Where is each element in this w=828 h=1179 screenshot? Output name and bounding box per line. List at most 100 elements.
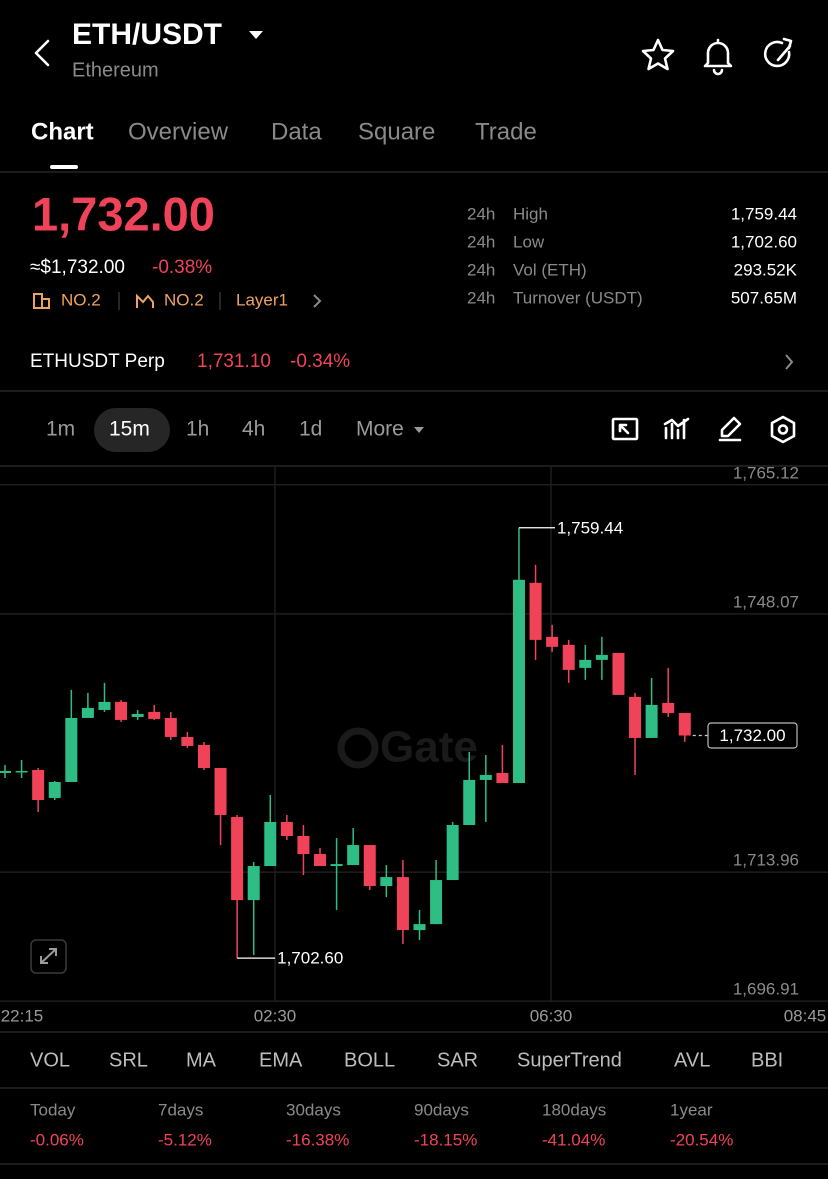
active-tab-indicator — [50, 165, 78, 169]
performance-period: 30days — [286, 1100, 341, 1119]
performance-change: -41.04% — [542, 1130, 605, 1149]
indicator-tab[interactable]: SRL — [109, 1049, 148, 1071]
candle-body — [264, 821, 277, 867]
stat-value: 1,759.44 — [731, 204, 797, 223]
more-caret[interactable] — [414, 427, 424, 433]
candle-body — [662, 702, 675, 713]
badge-icons — [33, 293, 154, 309]
expand-icon — [40, 948, 57, 964]
candle-body — [363, 845, 376, 887]
perp-chevron[interactable] — [785, 354, 794, 370]
candle-body — [65, 717, 78, 782]
stat-period: 24h — [467, 288, 495, 307]
back-button[interactable] — [34, 39, 50, 67]
candle-body — [115, 701, 128, 720]
interval[interactable]: 4h — [242, 418, 265, 441]
rank-badge[interactable]: NO.2 — [164, 290, 204, 309]
rank-badge[interactable]: Layer1 — [236, 290, 288, 309]
stat-label: High — [513, 204, 548, 223]
performance-period: 180days — [542, 1100, 606, 1119]
candle-body — [380, 877, 393, 887]
interval[interactable]: 1m — [46, 418, 75, 441]
share-icon[interactable] — [763, 37, 793, 68]
fullscreen-tool-arrow — [618, 423, 630, 435]
rank-badge[interactable]: NO.2 — [61, 290, 101, 309]
favorite-icon[interactable] — [641, 38, 675, 71]
candle-body — [546, 636, 559, 647]
stat-label: Low — [513, 232, 545, 251]
candle-body — [81, 707, 94, 718]
x-tick-label: 08:45 — [784, 1006, 827, 1025]
y-tick-label: 1,748.07 — [733, 592, 799, 611]
candle-body — [430, 880, 443, 925]
watermark: Gate — [380, 723, 478, 772]
candle-body — [347, 845, 360, 866]
performance-change: -20.54% — [670, 1130, 733, 1149]
candle-body — [164, 717, 177, 737]
tab[interactable]: Chart — [31, 118, 94, 145]
candle-body — [479, 774, 492, 780]
y-tick-label: 1,713.96 — [733, 851, 799, 870]
pair-dropdown[interactable] — [249, 31, 263, 39]
candle-body — [280, 821, 293, 836]
candle-body — [446, 824, 459, 881]
stat-value: 293.52K — [734, 260, 798, 279]
candle-body — [463, 779, 476, 825]
interval[interactable]: More — [356, 418, 404, 441]
indicator-tab[interactable]: VOL — [30, 1049, 70, 1071]
last-price-box — [707, 722, 798, 749]
candle-body — [562, 644, 575, 670]
y-tick-label: 1,696.91 — [733, 980, 799, 999]
interval[interactable]: 1h — [186, 418, 209, 441]
indicator-tab[interactable]: SAR — [437, 1049, 478, 1071]
perp-change: -0.34% — [290, 351, 350, 372]
badge-chevron[interactable] — [313, 294, 322, 308]
alert-icon[interactable] — [703, 38, 733, 76]
indicator-tab[interactable]: AVL — [674, 1049, 710, 1071]
indicator-tab[interactable]: BBI — [751, 1049, 783, 1071]
stat-value: 507.65M — [731, 288, 797, 307]
candle-body — [529, 582, 542, 640]
indicator-tab[interactable]: SuperTrend — [517, 1049, 622, 1071]
pair-title[interactable]: ETH/USDT — [72, 18, 222, 51]
stat-label: Vol (ETH) — [513, 260, 587, 279]
tab[interactable]: Trade — [475, 118, 537, 145]
tab[interactable]: Data — [271, 118, 322, 145]
perp-price: 1,731.10 — [197, 351, 271, 372]
candle-body — [148, 711, 161, 719]
candle-body — [330, 864, 343, 867]
settings-tool[interactable] — [770, 415, 796, 444]
interval[interactable]: 1d — [299, 418, 322, 441]
last-price-label: 1,732.00 — [719, 726, 785, 745]
candlestick-chart: Gate 22:15 02:30 06:30 08:45 1,765.12 1,748.07… — [0, 463, 828, 1025]
tab[interactable]: Square — [358, 118, 435, 145]
candle-body — [629, 696, 642, 738]
candle-body — [396, 877, 409, 931]
high-marker-label: 1,759.44 — [557, 518, 623, 537]
indicator-tool[interactable] — [663, 417, 690, 440]
fullscreen-tool[interactable] — [611, 417, 639, 441]
indicator-tab[interactable]: BOLL — [344, 1049, 395, 1071]
candle-body — [131, 713, 144, 717]
candle-body — [595, 654, 608, 660]
usd-price: ≈$1,732.00 — [30, 257, 125, 278]
indicator-tab[interactable]: EMA — [259, 1049, 303, 1071]
indicator-tab[interactable]: MA — [186, 1049, 217, 1071]
perp-name[interactable]: ETHUSDT Perp — [30, 351, 165, 372]
stat-period: 24h — [467, 260, 495, 279]
performance-change: -18.15% — [414, 1130, 477, 1149]
draw-tool[interactable] — [718, 416, 742, 442]
performance-period: 90days — [414, 1100, 469, 1119]
performance-period: 1year — [670, 1100, 713, 1119]
candle-body — [413, 924, 426, 931]
interval[interactable]: 15m — [109, 418, 150, 441]
candle-body — [0, 770, 11, 773]
candle-body — [297, 835, 310, 854]
candle-body — [197, 744, 210, 768]
tab[interactable]: Overview — [128, 118, 229, 145]
settings-tool-center — [777, 424, 789, 435]
candle-body — [247, 866, 260, 901]
candle-body — [15, 770, 28, 773]
